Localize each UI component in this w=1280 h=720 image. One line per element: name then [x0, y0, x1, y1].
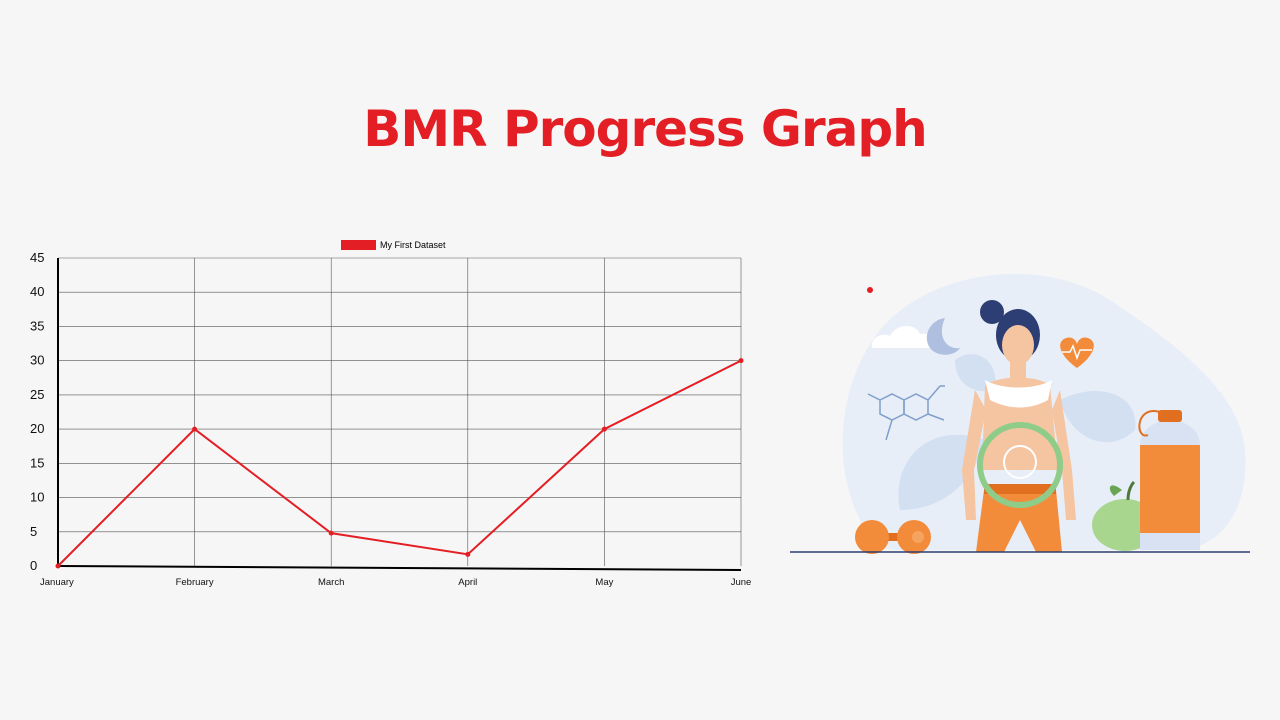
heartbeat-line: [1062, 344, 1092, 361]
y-tick-label: 30: [30, 353, 44, 368]
x-axis-ticks: January February March April May June: [40, 577, 751, 588]
x-tick-label: April: [458, 577, 477, 588]
metabolism-cycle-icon: [977, 422, 1063, 508]
data-point: [738, 358, 744, 364]
bmr-line-chart: My First Dataset 0 5 10 15 20 25 30 35 40 45 Janu…: [30, 240, 751, 588]
x-tick-label: May: [595, 577, 613, 588]
x-axis-line: [57, 565, 742, 571]
y-tick-label: 5: [30, 524, 37, 539]
y-axis-ticks: 0 5 10 15 20 25 30 35 40 45: [30, 250, 44, 573]
data-point: [601, 426, 607, 432]
legend-label: My First Dataset: [380, 240, 446, 250]
moon-icon: [926, 318, 960, 355]
series-line: [57, 359, 742, 567]
y-tick-label: 25: [30, 387, 44, 402]
y-tick-label: 35: [30, 318, 44, 333]
x-tick-label: February: [176, 577, 214, 588]
y-tick-label: 45: [30, 250, 44, 265]
x-tick-label: March: [318, 577, 344, 588]
data-point: [192, 426, 198, 432]
chart-series: [55, 358, 744, 569]
metabolism-illustration: [790, 273, 1250, 554]
data-point: [465, 551, 471, 557]
leaf-left: [898, 434, 985, 510]
y-tick-label: 40: [30, 284, 44, 299]
chart-grid: [58, 257, 742, 566]
data-point: [55, 563, 61, 569]
y-tick-label: 20: [30, 421, 44, 436]
x-tick-label: June: [731, 577, 752, 588]
y-tick-label: 10: [30, 490, 44, 505]
chart-legend: My First Dataset: [341, 240, 446, 250]
water-bottle-icon: [1138, 410, 1200, 550]
dumbbell-icon: [855, 520, 931, 554]
molecule-icon: [867, 385, 945, 441]
y-tick-label: 15: [30, 455, 44, 470]
cloud-icon: [871, 325, 939, 348]
decor-dot: [867, 287, 873, 293]
chart-axes: [57, 258, 742, 571]
heart-icon: [1060, 337, 1094, 368]
leaf-center: [955, 354, 996, 392]
data-point: [328, 530, 334, 536]
woman-figure: [962, 300, 1076, 552]
x-tick-label: January: [40, 577, 74, 588]
page-title: BMR Progress Graph: [363, 100, 928, 158]
legend-swatch: [341, 240, 376, 250]
y-tick-label: 0: [30, 558, 37, 573]
leaf-right: [1060, 391, 1136, 443]
